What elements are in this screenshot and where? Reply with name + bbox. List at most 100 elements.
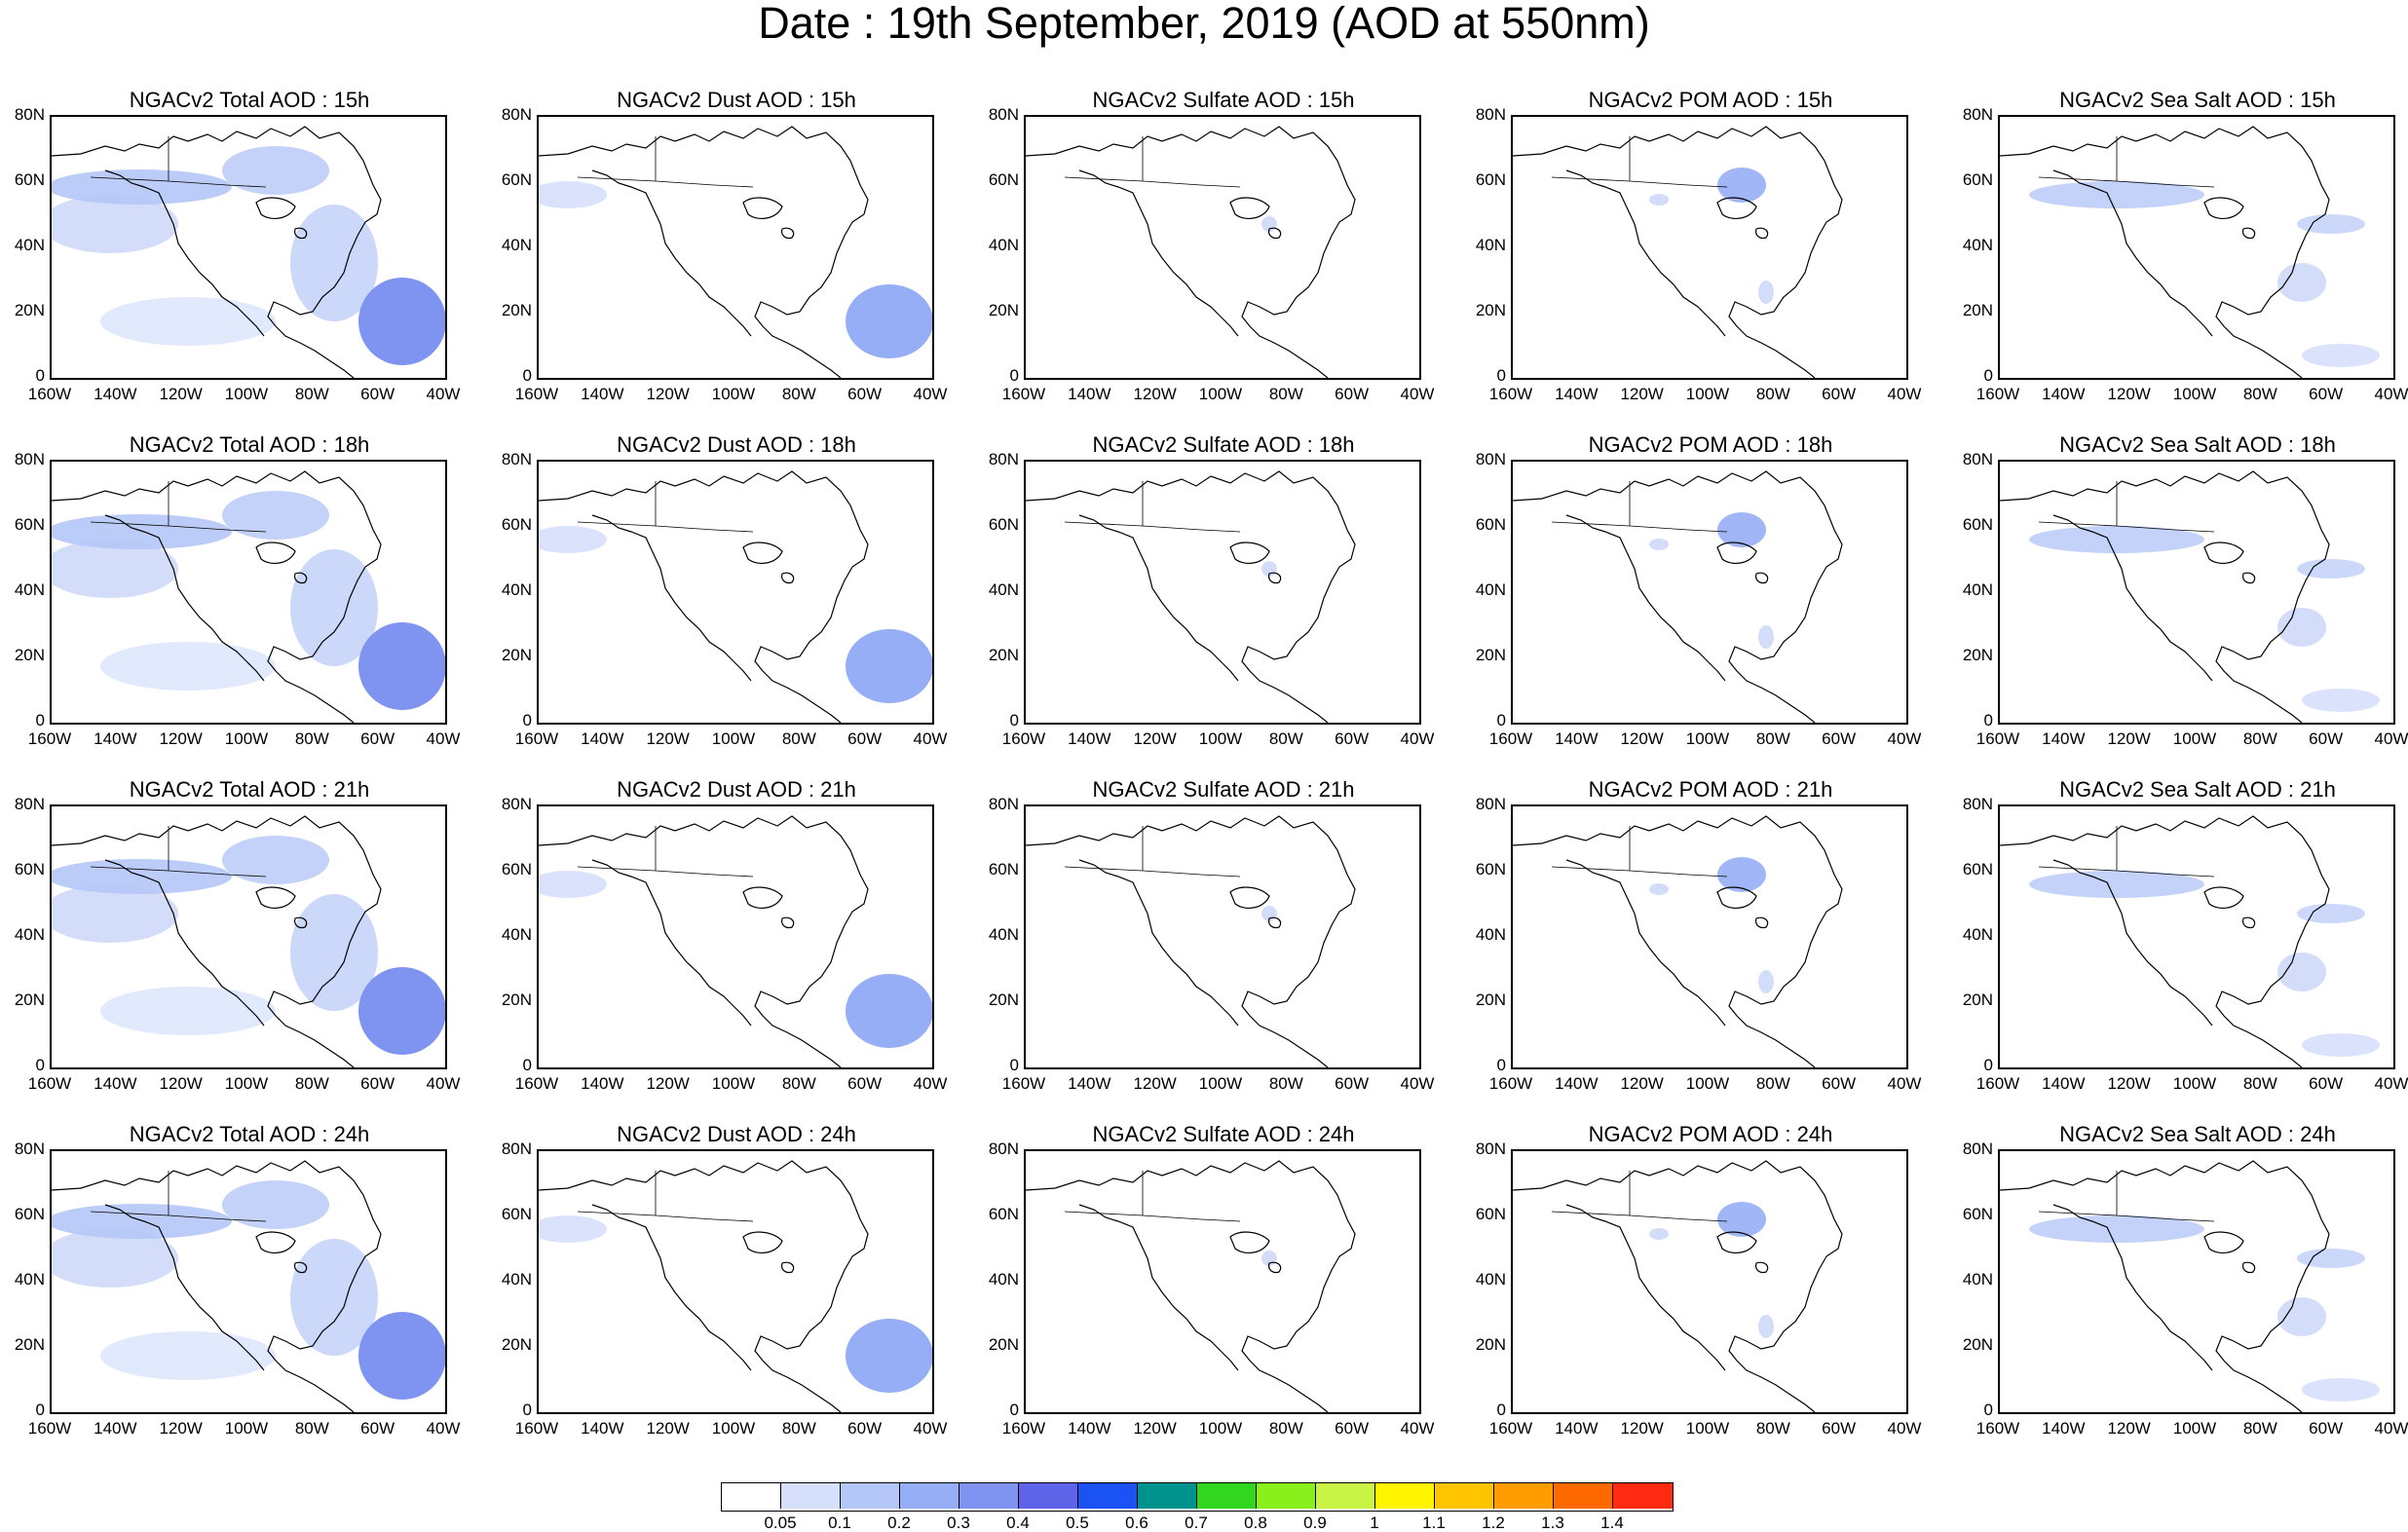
panel-title: NGACv2 Sea Salt AOD : 15h: [2059, 88, 2336, 112]
aod-shading: [2029, 181, 2204, 208]
panel-title: NGACv2 Sulfate AOD : 18h: [1092, 432, 1355, 457]
y-tick-label: 60N: [988, 515, 1019, 534]
y-tick-label: 20N: [988, 646, 1019, 664]
y-tick-label: 20N: [501, 1335, 532, 1354]
aod-shading: [52, 1229, 178, 1288]
colorbar-swatch: [841, 1483, 900, 1509]
x-tick-label: 100W: [1198, 1074, 1243, 1093]
map-svg: [1026, 1160, 1356, 1412]
map-plot-area: [1998, 804, 2395, 1069]
lakes: [1716, 542, 1769, 584]
panel-title: NGACv2 Total AOD : 21h: [129, 777, 370, 802]
y-tick-label: 0: [1009, 366, 1019, 385]
x-tick-label: 60W: [1335, 385, 1370, 403]
y-tick-label: 80N: [1962, 1140, 1993, 1158]
coastline: [1513, 1160, 1843, 1412]
aod-shading: [2302, 344, 2380, 367]
x-tick-label: 120W: [1620, 1074, 1664, 1093]
x-tick-label: 160W: [514, 385, 559, 403]
x-tick-label: 160W: [1488, 729, 1533, 748]
map-panel-dust: NGACv2 Dust AOD : 15h 80N 60N 40N 20N 0 160W 14…: [487, 88, 968, 414]
lakes: [255, 886, 308, 929]
map-panel-seasalt: NGACv2 Sea Salt AOD : 21h 80N 60N 40N 20N 0 16…: [1948, 777, 2408, 1103]
map-panel-sulfate: NGACv2 Sulfate AOD : 21h 80N 60N 40N 20N 0 160…: [974, 777, 1455, 1103]
y-tick-label: 80N: [988, 795, 1019, 813]
y-tick-label: 0: [1496, 366, 1506, 385]
aod-shading: [1717, 857, 1766, 892]
x-tick-label: 40W: [1400, 1419, 1435, 1438]
x-tick-label: 140W: [94, 1074, 137, 1093]
aod-shading: [1649, 194, 1669, 206]
y-tick-label: 60N: [1475, 1205, 1506, 1223]
aod-shading: [2277, 263, 2326, 302]
y-tick-label: 20N: [1962, 646, 1993, 664]
y-tick-label: 20N: [1962, 301, 1993, 319]
coastline: [2000, 126, 2330, 378]
x-tick-label: 160W: [1488, 385, 1533, 403]
y-tick-label: 60N: [14, 1205, 45, 1223]
y-tick-label: 60N: [1962, 1205, 1993, 1223]
y-tick-label: 80N: [14, 1140, 45, 1158]
colorbar-label: 0.9: [1303, 1513, 1327, 1532]
aod-shading: [846, 284, 932, 358]
coastline: [1026, 126, 1356, 378]
x-tick-label: 120W: [646, 729, 690, 748]
y-tick-label: 60N: [501, 515, 532, 534]
map-svg: [539, 126, 932, 378]
map-svg: [1026, 126, 1356, 378]
map-svg: [52, 470, 445, 723]
coastline: [1026, 815, 1356, 1067]
x-tick-label: 80W: [1268, 729, 1303, 748]
panel-title: NGACv2 POM AOD : 24h: [1588, 1122, 1833, 1146]
colorbar-swatch: [1078, 1483, 1138, 1509]
aod-shading: [2029, 526, 2204, 553]
x-tick-label: 140W: [1555, 729, 1599, 748]
x-tick-label: 140W: [1555, 1074, 1599, 1093]
y-tick-label: 0: [35, 711, 45, 729]
y-tick-label: 80N: [1475, 105, 1506, 124]
y-tick-label: 40N: [1962, 580, 1993, 599]
panel-title: NGACv2 Dust AOD : 24h: [617, 1122, 856, 1146]
colorbar-label: 0.3: [947, 1513, 970, 1532]
map-svg: [52, 815, 445, 1067]
map-plot-area: [537, 1149, 934, 1414]
y-tick-label: 20N: [988, 1335, 1019, 1354]
lakes: [2203, 886, 2256, 929]
colorbar-legend: [721, 1482, 1674, 1512]
y-tick-label: 40N: [1962, 1270, 1993, 1289]
x-tick-label: 80W: [1755, 385, 1790, 403]
map-svg: [539, 815, 932, 1067]
y-tick-label: 40N: [501, 236, 532, 254]
y-tick-label: 0: [1496, 711, 1506, 729]
x-tick-label: 160W: [27, 1074, 72, 1093]
map-svg: [2000, 1160, 2380, 1412]
coastline: [539, 126, 869, 378]
map-panel-total: NGACv2 Total AOD : 18h 80N 60N 40N 20N 0 160W 1…: [0, 432, 481, 759]
figure-title: Date : 19th September, 2019 (AOD at 550n…: [758, 0, 1650, 48]
lakes: [255, 197, 308, 240]
aod-shading: [2297, 904, 2365, 923]
x-tick-label: 100W: [2172, 1419, 2217, 1438]
coastline: [1026, 470, 1356, 723]
map-panel-total: NGACv2 Total AOD : 24h 80N 60N 40N 20N 0 160W 1…: [0, 1122, 481, 1448]
y-tick-label: 40N: [1475, 236, 1506, 254]
x-tick-label: 140W: [1068, 1074, 1111, 1093]
lakes: [1716, 1231, 1769, 1274]
lakes: [1229, 542, 1282, 584]
y-tick-label: 40N: [1962, 236, 1993, 254]
x-tick-label: 140W: [581, 729, 624, 748]
aod-shading: [539, 526, 607, 553]
map-plot-area: [1998, 115, 2395, 380]
coastline: [539, 470, 869, 723]
x-tick-label: 160W: [1001, 1074, 1046, 1093]
x-tick-label: 140W: [1555, 1419, 1599, 1438]
map-svg: [52, 1160, 445, 1412]
y-tick-label: 80N: [1475, 795, 1506, 813]
aod-shading: [1758, 280, 1774, 304]
political-border: [577, 136, 754, 188]
map-panel-sulfate: NGACv2 Sulfate AOD : 24h 80N 60N 40N 20N 0 160…: [974, 1122, 1455, 1448]
x-tick-label: 160W: [1975, 385, 2020, 403]
x-tick-label: 100W: [224, 1074, 269, 1093]
lakes: [2203, 542, 2256, 584]
x-tick-label: 80W: [781, 1074, 816, 1093]
